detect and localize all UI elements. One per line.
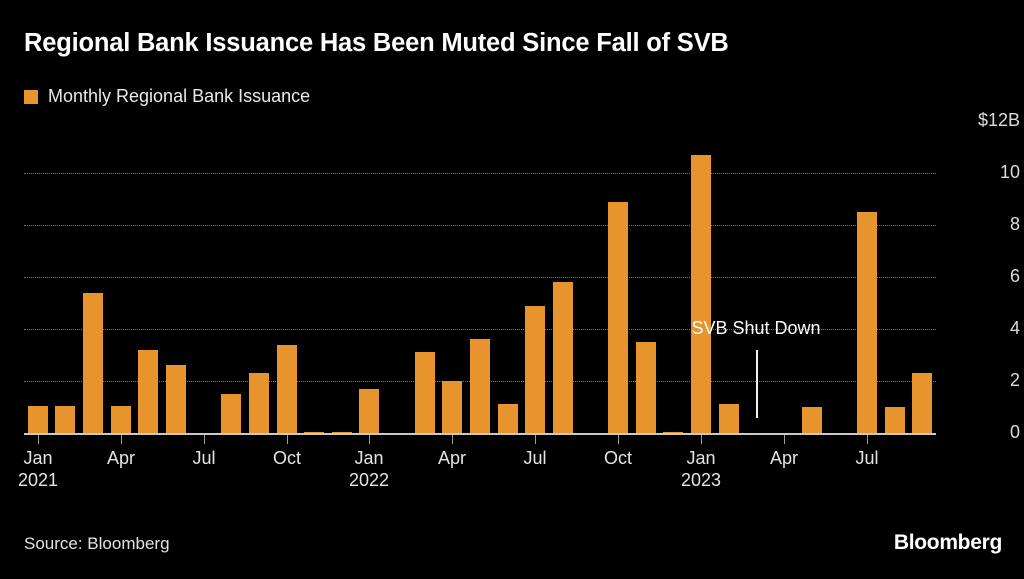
x-axis-baseline	[24, 433, 936, 435]
x-axis-tick	[369, 435, 370, 444]
x-axis-month: Jul	[855, 448, 879, 468]
x-axis-tick	[867, 435, 868, 444]
bar	[415, 352, 435, 433]
x-axis-tick	[701, 435, 702, 444]
bar	[691, 154, 711, 433]
bar	[221, 394, 241, 433]
bar	[802, 407, 822, 433]
y-axis-tick-label: $12B	[977, 110, 1020, 130]
gridline	[24, 173, 936, 174]
chart-title: Regional Bank Issuance Has Been Muted Si…	[24, 29, 729, 57]
x-axis-month: Jul	[192, 448, 216, 468]
legend-swatch-icon	[24, 89, 38, 104]
bar	[719, 404, 739, 433]
y-axis-tick-label: 10	[999, 162, 1020, 182]
x-axis-tick-label: Jan 2023	[681, 448, 721, 491]
bar	[663, 431, 683, 433]
x-axis-month: Jan	[23, 448, 53, 468]
y-axis-tick-label: 2	[1009, 370, 1020, 390]
x-axis-tick	[535, 435, 536, 444]
bar	[608, 201, 628, 433]
x-axis-tick-label: Apr	[107, 448, 135, 469]
legend-label: Monthly Regional Bank Issuance	[48, 86, 311, 106]
x-axis-year: 2022	[348, 470, 390, 490]
bar	[442, 381, 462, 433]
bar	[304, 431, 324, 433]
gridline	[24, 277, 936, 278]
bar	[166, 365, 186, 433]
x-axis-tick-label: Oct	[604, 448, 632, 469]
x-axis-month: Apr	[437, 448, 467, 468]
annotation-label: SVB Shut Down	[691, 318, 821, 338]
x-axis-tick-label: Jan 2022	[349, 448, 389, 491]
bar	[55, 405, 75, 433]
plot-area	[24, 121, 936, 434]
x-axis-year: 2021	[17, 470, 59, 490]
chart-legend: Monthly Regional Bank Issuance	[24, 86, 310, 107]
x-axis-month: Oct	[272, 448, 302, 468]
bar	[28, 405, 48, 433]
x-axis-tick	[784, 435, 785, 444]
x-axis-tick	[38, 435, 39, 444]
bar	[249, 373, 269, 433]
x-axis-tick-label: Apr	[770, 448, 798, 469]
source-note: Source: Bloomberg	[24, 534, 170, 553]
y-axis-tick-label: 6	[1009, 266, 1020, 286]
gridline	[24, 329, 936, 330]
bar	[525, 305, 545, 433]
x-axis-month: Apr	[769, 448, 799, 468]
x-axis-tick-label: Apr	[438, 448, 466, 469]
bar	[470, 339, 490, 433]
x-axis-tick-label: Jul	[855, 448, 878, 469]
bar	[885, 407, 905, 433]
y-axis-tick-label: 4	[1009, 318, 1020, 338]
x-axis-tick	[204, 435, 205, 444]
x-axis-year: 2023	[680, 470, 722, 490]
x-axis-tick-label: Jan 2021	[18, 448, 58, 491]
x-axis-tick-label: Oct	[273, 448, 301, 469]
x-axis-tick-label: Jul	[523, 448, 546, 469]
x-axis-tick	[121, 435, 122, 444]
bar	[498, 404, 518, 433]
x-axis-month: Jul	[523, 448, 547, 468]
bar	[277, 344, 297, 433]
x-axis-month: Apr	[106, 448, 136, 468]
x-axis-tick	[618, 435, 619, 444]
bar	[912, 373, 932, 433]
y-axis-tick-label: 8	[1009, 214, 1020, 234]
x-axis-month: Jan	[686, 448, 716, 468]
y-axis: $12B 10 8 6 4 2 0	[936, 0, 1020, 442]
bar	[332, 431, 352, 433]
bar	[359, 388, 379, 433]
x-axis-month: Jan	[354, 448, 384, 468]
bar	[857, 212, 877, 433]
y-axis-tick-label: 0	[1009, 422, 1020, 442]
x-axis-tick	[452, 435, 453, 444]
bar	[138, 349, 158, 433]
bar	[553, 282, 573, 433]
x-axis-tick-label: Jul	[192, 448, 215, 469]
bloomberg-logo: Bloomberg	[893, 531, 1002, 554]
x-axis-tick	[287, 435, 288, 444]
gridline	[24, 225, 936, 226]
x-axis-month: Oct	[603, 448, 633, 468]
annotation-pointer-line	[756, 350, 758, 418]
bar	[111, 405, 131, 433]
bar	[636, 342, 656, 433]
bar	[83, 292, 103, 433]
